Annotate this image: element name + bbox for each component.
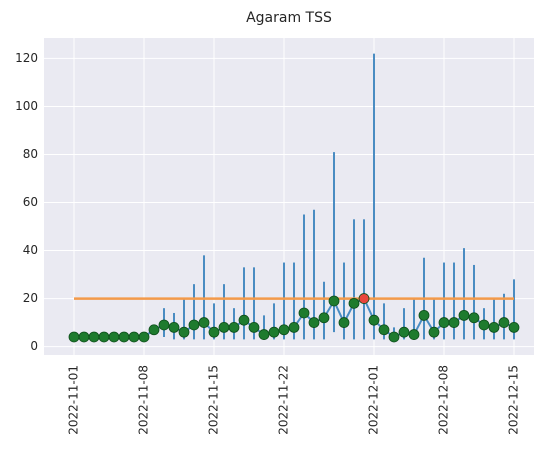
marker	[348, 297, 360, 309]
y-tick-label: 40	[23, 243, 38, 257]
marker	[458, 309, 470, 321]
marker	[278, 324, 290, 336]
marker	[158, 319, 170, 331]
x-tick-label: 2022-11-22	[277, 365, 291, 435]
marker	[118, 331, 130, 343]
marker	[218, 321, 230, 333]
marker	[138, 331, 150, 343]
marker	[428, 326, 440, 338]
marker	[288, 321, 300, 333]
chart-title: Agaram TSS	[246, 10, 332, 26]
y-tick-label: 60	[23, 195, 38, 209]
marker	[238, 314, 250, 326]
marker	[388, 331, 400, 343]
y-tick-label: 20	[23, 291, 38, 305]
marker	[308, 317, 320, 328]
marker	[328, 295, 340, 307]
plot-background	[44, 38, 534, 355]
x-tick-label: 2022-11-15	[207, 365, 221, 435]
marker	[338, 317, 350, 328]
marker	[168, 321, 180, 333]
marker	[368, 314, 380, 326]
marker	[128, 331, 140, 343]
marker	[178, 326, 190, 338]
marker	[228, 321, 240, 333]
marker	[248, 321, 260, 333]
marker	[78, 331, 90, 343]
marker	[478, 319, 490, 331]
marker	[68, 331, 80, 343]
marker	[398, 326, 410, 338]
x-tick-label: 2022-11-08	[137, 365, 151, 435]
marker	[198, 317, 210, 328]
marker	[448, 317, 460, 328]
marker	[188, 319, 200, 331]
marker	[98, 331, 110, 343]
marker	[318, 312, 330, 324]
marker	[488, 321, 500, 333]
x-tick-label: 2022-12-15	[507, 365, 521, 435]
marker	[468, 312, 480, 324]
marker	[498, 317, 510, 328]
marker	[258, 329, 270, 340]
marker	[508, 321, 520, 333]
marker	[268, 326, 280, 338]
marker	[108, 331, 120, 343]
marker	[208, 326, 220, 338]
marker	[378, 324, 390, 336]
y-tick-label: 0	[30, 339, 38, 353]
marker	[148, 324, 160, 336]
marker	[358, 293, 370, 304]
marker	[298, 307, 310, 319]
marker	[418, 309, 430, 321]
y-tick-label: 100	[15, 99, 38, 113]
y-tick-label: 80	[23, 147, 38, 161]
y-tick-label: 120	[15, 51, 38, 65]
marker	[88, 331, 100, 343]
marker	[408, 329, 420, 340]
x-tick-label: 2022-12-01	[367, 365, 381, 435]
x-tick-label: 2022-11-01	[67, 365, 81, 435]
marker	[438, 317, 450, 328]
x-tick-label: 2022-12-08	[437, 365, 451, 435]
